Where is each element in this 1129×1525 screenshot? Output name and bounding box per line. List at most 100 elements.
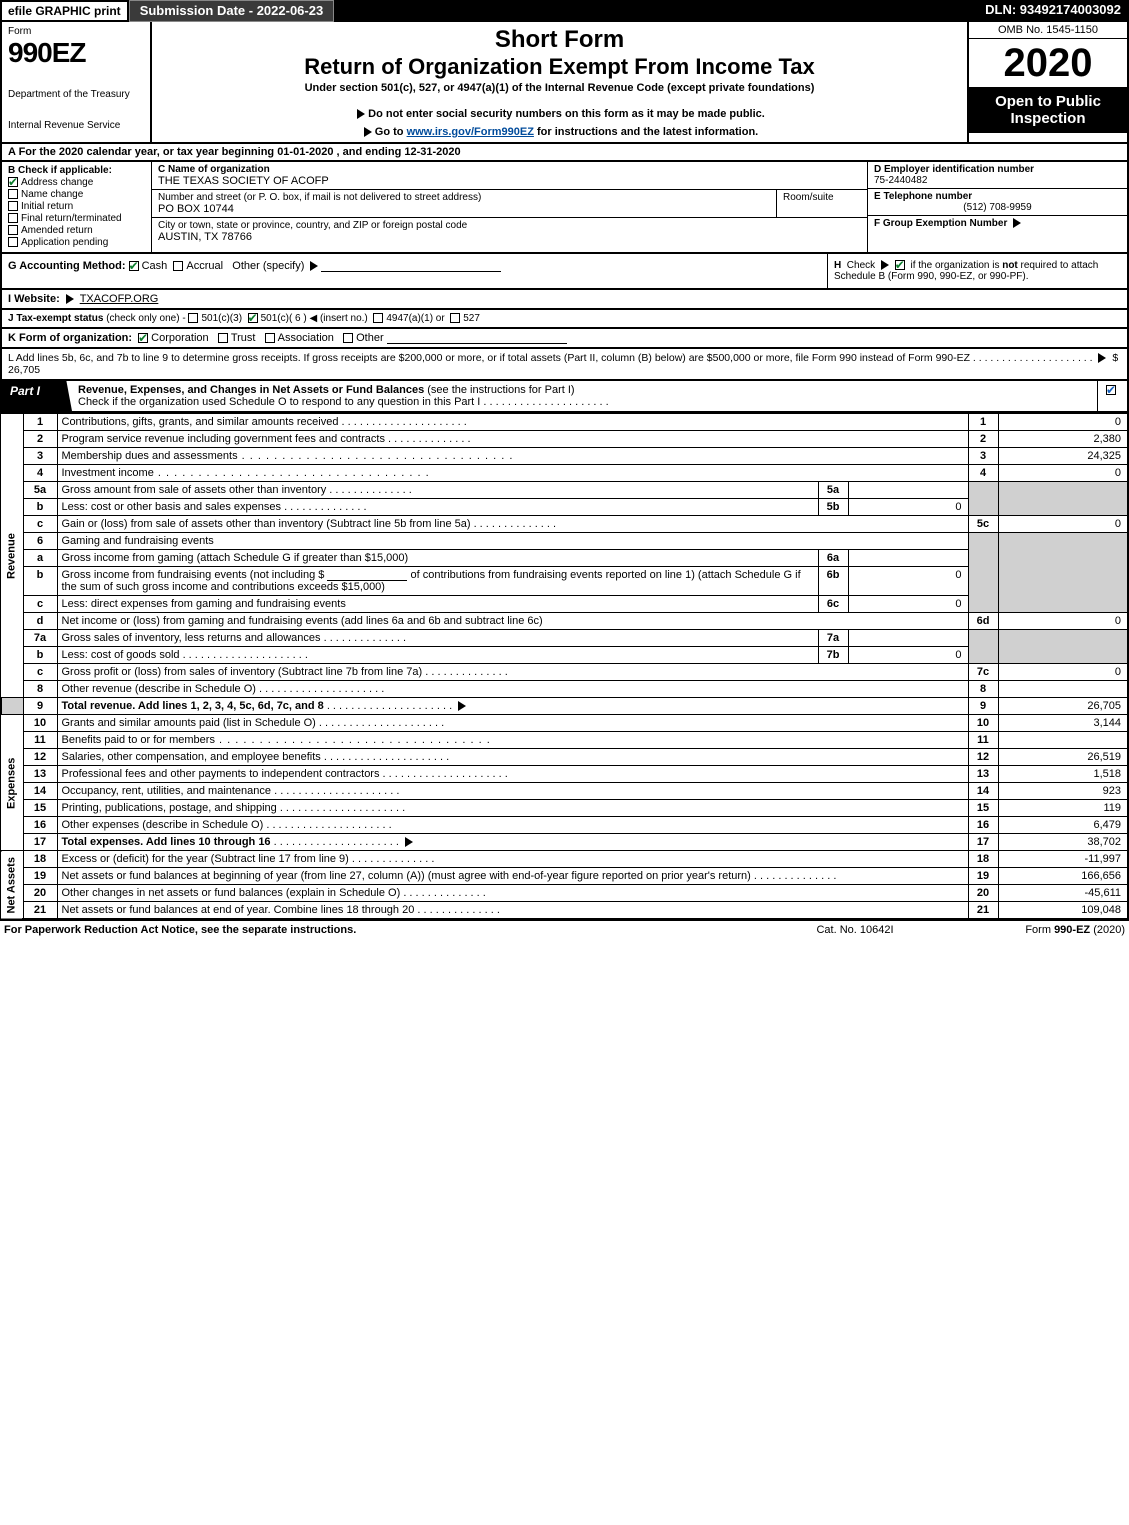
t: Net assets or fund balances at beginning…: [62, 870, 751, 882]
checkbox-icon[interactable]: [373, 313, 383, 323]
chk-application-pending[interactable]: Application pending: [8, 237, 145, 248]
tax-year: 2020: [969, 39, 1127, 87]
dept-treasury: Department of the Treasury: [8, 89, 144, 100]
rt-num: 14: [968, 783, 998, 800]
grey-cell: [968, 533, 998, 613]
line-6: 6 Gaming and fundraising events: [1, 533, 1128, 550]
line-num: 8: [23, 681, 57, 698]
rt-val: 2,380: [998, 431, 1128, 448]
box-e: E Telephone number (512) 708-9959: [868, 189, 1127, 216]
row-k: K Form of organization: Corporation Trus…: [0, 329, 1129, 349]
checkbox-icon[interactable]: [248, 313, 258, 323]
donot-text: Do not enter social security numbers on …: [368, 108, 765, 120]
t: Program service revenue including govern…: [62, 433, 385, 445]
line-20: 20 Other changes in net assets or fund b…: [1, 885, 1128, 902]
line-num: b: [23, 567, 57, 596]
line-7c: c Gross profit or (loss) from sales of i…: [1, 664, 1128, 681]
grey-cell: [998, 482, 1128, 516]
rt-val: 1,518: [998, 766, 1128, 783]
dots: [321, 632, 407, 644]
box-g: G Accounting Method: Cash Accrual Other …: [2, 254, 827, 288]
triangle-icon: [458, 701, 466, 711]
line-desc: Gross sales of inventory, less returns a…: [57, 630, 818, 647]
checkbox-icon[interactable]: [173, 261, 183, 271]
city-value: AUSTIN, TX 78766: [158, 231, 861, 243]
g-cash: Cash: [142, 260, 168, 272]
part1-check[interactable]: [1097, 381, 1127, 411]
street-value: PO BOX 10744: [158, 203, 770, 215]
rt-val: 3,144: [998, 715, 1128, 732]
grey-cell: [998, 630, 1128, 664]
k-other-field[interactable]: [387, 332, 567, 344]
row-gh: G Accounting Method: Cash Accrual Other …: [0, 254, 1129, 290]
top-bar: efile GRAPHIC print Submission Date - 20…: [0, 0, 1129, 22]
checkbox-icon[interactable]: [343, 333, 353, 343]
line-desc: Other revenue (describe in Schedule O): [57, 681, 968, 698]
org-name: THE TEXAS SOCIETY OF ACOFP: [158, 175, 329, 187]
box-lbl: 6c: [818, 596, 848, 613]
line-num: 5a: [23, 482, 57, 499]
dots: [422, 666, 508, 678]
dots: [277, 802, 405, 814]
dots: [263, 819, 391, 831]
line-desc: Other expenses (describe in Schedule O): [57, 817, 968, 834]
header-left: Form 990EZ Department of the Treasury In…: [2, 22, 152, 142]
line-6b: b Gross income from fundraising events (…: [1, 567, 1128, 596]
line-desc: Gross profit or (loss) from sales of inv…: [57, 664, 968, 681]
rt-num: 17: [968, 834, 998, 851]
checkbox-icon[interactable]: [129, 261, 139, 271]
line-desc: Professional fees and other payments to …: [57, 766, 968, 783]
chk-label: Final return/terminated: [21, 213, 122, 224]
line-num: c: [23, 596, 57, 613]
box-val: [848, 482, 968, 499]
g-label: G Accounting Method:: [8, 260, 126, 272]
line-num: 16: [23, 817, 57, 834]
box-val: 0: [848, 499, 968, 516]
goto-pre: Go to: [375, 126, 407, 138]
form-header: Form 990EZ Department of the Treasury In…: [0, 22, 1129, 144]
dots: [414, 904, 500, 916]
dots: [471, 518, 557, 530]
rt-num: 6d: [968, 613, 998, 630]
line-num: 15: [23, 800, 57, 817]
chk-name-change[interactable]: Name change: [8, 189, 145, 200]
checkbox-icon: [8, 213, 18, 223]
other-specify-field[interactable]: [321, 260, 501, 272]
checkbox-icon[interactable]: [450, 313, 460, 323]
checkbox-icon[interactable]: [895, 260, 905, 270]
t: Other expenses (describe in Schedule O): [62, 819, 264, 831]
chk-address-change[interactable]: Address change: [8, 177, 145, 188]
rt-num: 15: [968, 800, 998, 817]
address-row: Number and street (or P. O. box, if mail…: [152, 190, 867, 218]
rt-num: 21: [968, 902, 998, 920]
fundraising-amount-field[interactable]: [327, 569, 407, 581]
chk-initial-return[interactable]: Initial return: [8, 201, 145, 212]
box-f-label: F Group Exemption Number: [874, 218, 1007, 229]
efile-print-label[interactable]: efile GRAPHIC print: [0, 0, 129, 22]
rt-val: -11,997: [998, 851, 1128, 868]
j-insert: (insert no.): [320, 313, 368, 324]
rt-num: 18: [968, 851, 998, 868]
box-lbl: 6b: [818, 567, 848, 596]
t: (2020): [1090, 924, 1125, 936]
checkbox-icon[interactable]: [218, 333, 228, 343]
chk-amended-return[interactable]: Amended return: [8, 225, 145, 236]
return-title: Return of Organization Exempt From Incom…: [162, 54, 957, 80]
goto-post: for instructions and the latest informat…: [534, 126, 758, 138]
rt-val: [998, 732, 1128, 749]
footer-left: For Paperwork Reduction Act Notice, see …: [4, 924, 765, 936]
checkbox-icon[interactable]: [188, 313, 198, 323]
rt-num: 8: [968, 681, 998, 698]
checkbox-icon[interactable]: [138, 333, 148, 343]
rt-val: 166,656: [998, 868, 1128, 885]
website-value[interactable]: TXACOFP.ORG: [80, 293, 159, 305]
irs-link[interactable]: www.irs.gov/Form990EZ: [407, 126, 534, 138]
box-e-label: E Telephone number: [874, 191, 1121, 202]
checkbox-icon[interactable]: [265, 333, 275, 343]
chk-final-return[interactable]: Final return/terminated: [8, 213, 145, 224]
dots: [338, 416, 466, 428]
line-num: 1: [23, 414, 57, 431]
line-desc: Investment income: [57, 465, 968, 482]
rt-val: 0: [998, 613, 1128, 630]
box-d: D Employer identification number 75-2440…: [868, 162, 1127, 189]
